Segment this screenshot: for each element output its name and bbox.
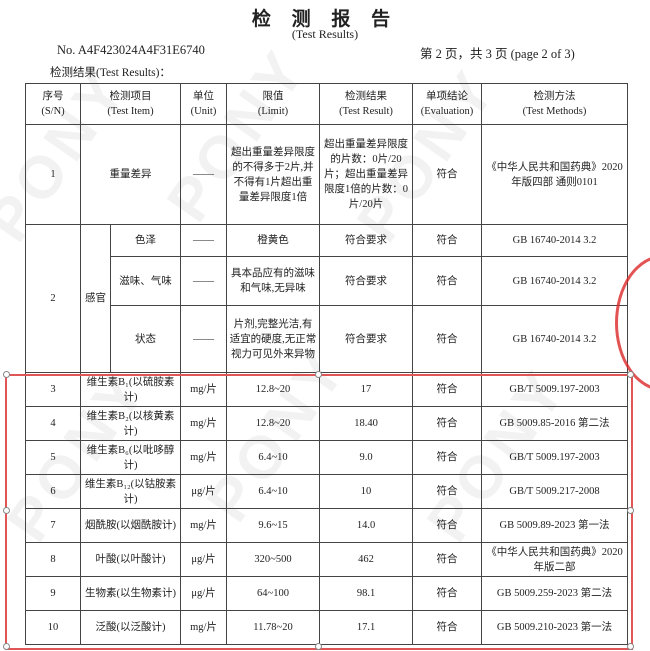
- table-row: 5 维生素B₆(以吡哆醇计) mg/片 6.4~10 9.0 符合 GB/T 5009.19…: [25, 440, 628, 475]
- report-title: 检 测 报 告: [251, 9, 399, 30]
- result-cell: 符合要求: [319, 305, 413, 373]
- method-cell: GB 5009.210-2023 第一法: [481, 610, 628, 645]
- sn-cell: 7: [25, 508, 81, 543]
- item-cell: 泛酸(以泛酸计): [80, 610, 181, 645]
- limit-cell: 超出重量差异限度的不得多于2片,并不得有1片超出重量差异限度1倍: [226, 124, 320, 225]
- col-header-result: 检测结果 (Test Result): [319, 83, 413, 125]
- header-row: 序号 (S/N) 检测项目 (Test Item) 单位 (Unit) 限值 (Limi…: [25, 83, 628, 125]
- table-row: 2 感官 色泽 —— 橙黄色 符合要求 符合 GB 16740-2014 3.2: [25, 224, 628, 373]
- col-header-method: 检测方法 (Test Methods): [481, 83, 628, 125]
- result-cell: 10: [319, 474, 413, 509]
- method-cell: GB/T 5009.197-2003: [481, 440, 628, 475]
- evaluation-cell: 符合: [412, 576, 482, 611]
- item-cell: 滋味、气味: [110, 256, 181, 306]
- sn-cell: 9: [25, 576, 81, 611]
- results-table: 序号 (S/N) 检测项目 (Test Item) 单位 (Unit) 限值 (Limi…: [25, 83, 628, 645]
- unit-cell: mg/片: [180, 372, 227, 407]
- sn-cell: 10: [25, 610, 81, 645]
- evaluation-cell: 符合: [412, 224, 482, 257]
- resize-handle[interactable]: [315, 371, 322, 378]
- col-header-evaluation: 单项结论 (Evaluation): [412, 83, 482, 125]
- method-cell: 《中华人民共和国药典》2020年版四部 通则0101: [481, 124, 628, 225]
- table-row: 3 维生素B₁(以硫胺素计) mg/片 12.8~20 17 符合 GB/T 5009.19…: [25, 372, 628, 407]
- method-cell: GB 16740-2014 3.2: [481, 224, 628, 257]
- sn-cell: 3: [25, 372, 81, 407]
- result-cell: 超出重量差异限度的片数：0片/20片；超出重量差异限度1倍的片数：0片/20片: [319, 124, 413, 225]
- unit-cell: mg/片: [180, 440, 227, 475]
- method-cell: GB 16740-2014 3.2: [481, 256, 628, 306]
- resize-handle[interactable]: [3, 371, 10, 378]
- result-cell: 462: [319, 542, 413, 577]
- sn-cell: 5: [25, 440, 81, 475]
- unit-cell: μg/片: [180, 576, 227, 611]
- item-cell: 状态: [110, 305, 181, 373]
- sn-cell: 1: [25, 124, 81, 225]
- table-row: 1 重量差异 —— 超出重量差异限度的不得多于2片,并不得有1片超出重量差异限度…: [25, 124, 628, 225]
- resize-handle[interactable]: [3, 643, 10, 650]
- col-header-limit: 限值 (Limit): [226, 83, 320, 125]
- item-cell: 叶酸(以叶酸计): [80, 542, 181, 577]
- unit-cell: ——: [180, 256, 227, 306]
- sn-cell: 2: [25, 224, 81, 373]
- evaluation-cell: 符合: [412, 440, 482, 475]
- evaluation-cell: 符合: [412, 305, 482, 373]
- table-row: 7 烟酰胺(以烟酰胺计) mg/片 9.6~15 14.0 符合 GB 5009.89-20…: [25, 508, 628, 543]
- item-cell: 维生素B₁₂(以钴胺素计): [80, 474, 181, 509]
- item-cell: 维生素B₆(以吡哆醇计): [80, 440, 181, 475]
- result-cell: 17.1: [319, 610, 413, 645]
- resize-handle[interactable]: [3, 507, 10, 514]
- resize-handle[interactable]: [627, 507, 634, 514]
- table-row: 状态 —— 片剂,完整光洁,有适宜的硬度,无正常视力可见外来异物 符合要求 符合…: [26, 305, 628, 373]
- unit-cell: mg/片: [180, 610, 227, 645]
- table-row: 8 叶酸(以叶酸计) μg/片 320~500 462 符合 《中华人民共和国药典》2020…: [25, 542, 628, 577]
- result-cell: 符合要求: [319, 256, 413, 306]
- limit-cell: 12.8~20: [226, 372, 320, 407]
- result-cell: 符合要求: [319, 224, 413, 257]
- method-cell: GB 16740-2014 3.2: [481, 305, 628, 373]
- item-cell: 维生素B₁(以硫胺素计): [80, 372, 181, 407]
- item-cell: 色泽: [110, 224, 181, 257]
- evaluation-cell: 符合: [412, 124, 482, 225]
- unit-cell: ——: [180, 224, 227, 257]
- unit-cell: μg/片: [180, 474, 227, 509]
- resize-handle[interactable]: [315, 643, 322, 650]
- limit-cell: 具本品应有的滋味和气味,无异味: [226, 256, 320, 306]
- unit-cell: ——: [180, 305, 227, 373]
- limit-cell: 12.8~20: [226, 406, 320, 441]
- group-cell: 感官: [80, 224, 111, 373]
- table-row: 6 维生素B₁₂(以钴胺素计) μg/片 6.4~10 10 符合 GB/T 5009.21…: [25, 474, 628, 509]
- evaluation-cell: 符合: [412, 610, 482, 645]
- item-cell: 烟酰胺(以烟酰胺计): [80, 508, 181, 543]
- unit-cell: ——: [180, 124, 227, 225]
- limit-cell: 橙黄色: [226, 224, 320, 257]
- selection-rectangle[interactable]: [5, 374, 633, 650]
- report-number: No. A4F423024A4F31E6740: [57, 43, 205, 57]
- table-row: 滋味、气味 —— 具本品应有的滋味和气味,无异味 符合要求 符合 GB 1674…: [26, 256, 628, 306]
- col-header-item: 检测项目 (Test Item): [80, 83, 181, 125]
- unit-cell: mg/片: [180, 406, 227, 441]
- sn-cell: 4: [25, 406, 81, 441]
- limit-cell: 片剂,完整光洁,有适宜的硬度,无正常视力可见外来异物: [226, 305, 320, 373]
- evaluation-cell: 符合: [412, 256, 482, 306]
- sn-cell: 6: [25, 474, 81, 509]
- page-info: 第 2 页，共 3 页 (page 2 of 3): [420, 47, 575, 61]
- resize-handle[interactable]: [627, 371, 634, 378]
- col-header-sn: 序号 (S/N): [25, 83, 81, 125]
- col-header-unit: 单位 (Unit): [180, 83, 227, 125]
- table-row: 10 泛酸(以泛酸计) mg/片 11.78~20 17.1 符合 GB 5009.210-…: [25, 610, 628, 645]
- limit-cell: 6.4~10: [226, 440, 320, 475]
- unit-cell: μg/片: [180, 542, 227, 577]
- report-subtitle: (Test Results): [291, 27, 359, 41]
- method-cell: GB/T 5009.217-2008: [481, 474, 628, 509]
- resize-handle[interactable]: [627, 643, 634, 650]
- limit-cell: 64~100: [226, 576, 320, 611]
- results-label: 检测结果(Test Results)：: [50, 67, 171, 79]
- item-cell: 重量差异: [80, 124, 181, 225]
- limit-cell: 11.78~20: [226, 610, 320, 645]
